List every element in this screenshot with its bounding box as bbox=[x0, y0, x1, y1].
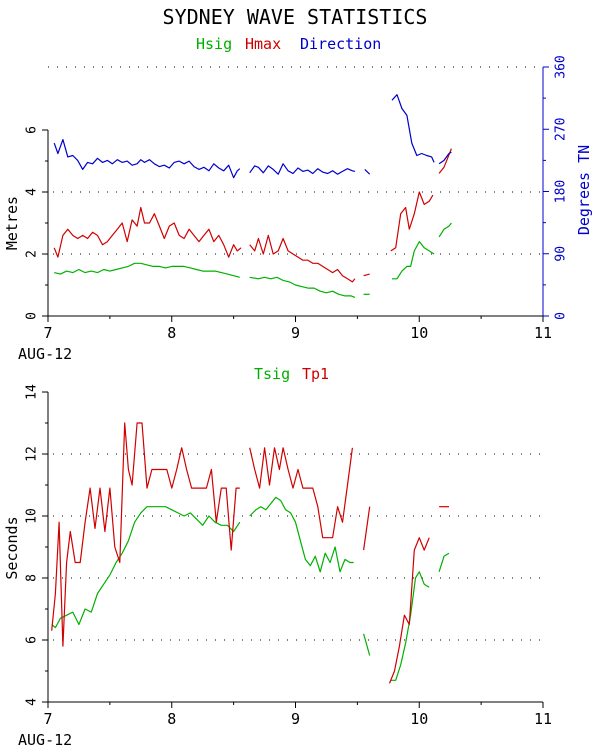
x-tick-label: 9 bbox=[291, 324, 300, 342]
series-line-tsig bbox=[363, 633, 371, 656]
bottom-series bbox=[51, 422, 450, 684]
wave-period-panel: 4 6 8 10 12 14 7 8 9 10 11 Seconds AUG-12 bbox=[3, 384, 552, 749]
top-series bbox=[53, 94, 452, 298]
series-line-tsig bbox=[249, 496, 354, 573]
chart-title: SYDNEY WAVE STATISTICS bbox=[163, 5, 428, 29]
top-x-axis-label: AUG-12 bbox=[18, 345, 72, 363]
series-line-tp1 bbox=[51, 422, 240, 647]
series-line-hsig bbox=[249, 276, 356, 298]
y2-tick-label: 180 bbox=[554, 180, 569, 203]
series-line-direction bbox=[364, 168, 371, 175]
x-tick-label: 9 bbox=[291, 710, 300, 728]
series-line-hmax bbox=[249, 234, 356, 283]
series-line-hmax bbox=[53, 206, 242, 258]
top-y-axis-label: Metres bbox=[3, 196, 21, 250]
x-tick-label: 8 bbox=[167, 710, 176, 728]
y2-tick-label: 360 bbox=[554, 55, 569, 78]
x-tick-label: 11 bbox=[534, 710, 552, 728]
series-line-tsig bbox=[51, 506, 241, 629]
legend-hsig: Hsig bbox=[196, 35, 232, 53]
top-y2-ticks: 0 90 180 270 360 bbox=[543, 55, 569, 320]
series-line-hsig bbox=[54, 262, 240, 278]
bottom-y-ticks: 4 6 8 10 12 14 bbox=[25, 384, 48, 706]
top-gridlines bbox=[53, 191, 543, 255]
y2-tick-label: 0 bbox=[554, 312, 569, 320]
y-tick-label: 4 bbox=[25, 188, 40, 196]
y-tick-label: 12 bbox=[25, 446, 40, 462]
x-tick-label: 7 bbox=[43, 324, 52, 342]
bottom-y-axis-label: Seconds bbox=[3, 516, 21, 579]
top-x-ticks: 7 8 9 10 11 bbox=[43, 316, 552, 342]
x-tick-label: 11 bbox=[534, 324, 552, 342]
y-tick-label: 8 bbox=[25, 574, 40, 582]
x-tick-label: 10 bbox=[410, 710, 428, 728]
y2-tick-label: 270 bbox=[554, 118, 569, 141]
series-line-direction bbox=[53, 139, 241, 179]
series-line-hsig bbox=[392, 241, 435, 280]
bottom-x-ticks: 7 8 9 10 11 bbox=[43, 702, 552, 728]
series-line-hmax bbox=[390, 191, 434, 252]
series-line-direction bbox=[438, 151, 452, 165]
y-tick-label: 10 bbox=[25, 508, 40, 524]
series-line-hmax bbox=[438, 148, 452, 174]
bottom-x-axis-label: AUG-12 bbox=[18, 731, 72, 749]
legend-direction: Direction bbox=[300, 35, 381, 53]
x-tick-label: 8 bbox=[167, 324, 176, 342]
legend-hmax: Hmax bbox=[245, 35, 281, 53]
series-line-tp1 bbox=[249, 447, 353, 539]
y-tick-label: 2 bbox=[25, 250, 40, 258]
legend-tp1: Tp1 bbox=[302, 365, 329, 383]
series-line-direction bbox=[249, 163, 356, 175]
series-line-direction bbox=[391, 94, 435, 163]
wave-height-panel: 0 2 4 6 0 90 180 270 360 7 8 9 10 11 Metres Degrees… bbox=[3, 55, 593, 363]
series-line-tsig bbox=[390, 571, 430, 681]
top-y2-axis-label: Degrees TN bbox=[575, 145, 593, 235]
legend-tsig: Tsig bbox=[254, 365, 290, 383]
y-tick-label: 4 bbox=[25, 698, 40, 706]
x-tick-label: 7 bbox=[43, 710, 52, 728]
x-tick-label: 10 bbox=[410, 324, 428, 342]
series-line-tsig bbox=[438, 552, 450, 572]
series-line-tp1 bbox=[363, 506, 371, 551]
series-line-tp1 bbox=[388, 537, 430, 684]
top-y-ticks: 0 2 4 6 bbox=[25, 126, 48, 320]
series-line-hmax bbox=[363, 273, 370, 277]
series-line-hsig bbox=[438, 222, 452, 238]
y-tick-label: 14 bbox=[25, 384, 40, 400]
y2-tick-label: 90 bbox=[554, 246, 569, 262]
y-tick-label: 6 bbox=[25, 636, 40, 644]
y-tick-label: 0 bbox=[25, 312, 40, 320]
y-tick-label: 6 bbox=[25, 126, 40, 134]
